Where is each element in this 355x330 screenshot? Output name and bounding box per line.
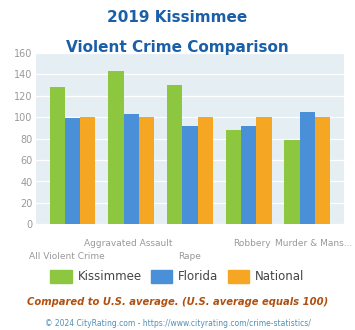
Text: © 2024 CityRating.com - https://www.cityrating.com/crime-statistics/: © 2024 CityRating.com - https://www.city… [45,319,310,328]
Bar [65,118,80,224]
Bar [198,117,213,224]
Bar [182,126,198,224]
Bar [139,117,154,224]
Text: Aggravated Assault: Aggravated Assault [84,239,173,248]
Text: Rape: Rape [179,252,201,261]
Bar [226,130,241,224]
Bar [241,126,256,224]
Bar [50,87,65,224]
Bar [124,114,139,224]
Text: All Violent Crime: All Violent Crime [28,252,104,261]
Bar [108,71,124,224]
Text: 2019 Kissimmee: 2019 Kissimmee [107,10,248,25]
Bar [256,117,272,224]
Bar [284,140,300,224]
Bar [300,112,315,224]
Bar [315,117,330,224]
Text: Violent Crime Comparison: Violent Crime Comparison [66,40,289,54]
Bar [167,85,182,224]
Text: Robbery: Robbery [233,239,271,248]
Text: Murder & Mans...: Murder & Mans... [275,239,352,248]
Legend: Kissimmee, Florida, National: Kissimmee, Florida, National [46,265,309,288]
Bar [80,117,95,224]
Text: Compared to U.S. average. (U.S. average equals 100): Compared to U.S. average. (U.S. average … [27,297,328,307]
